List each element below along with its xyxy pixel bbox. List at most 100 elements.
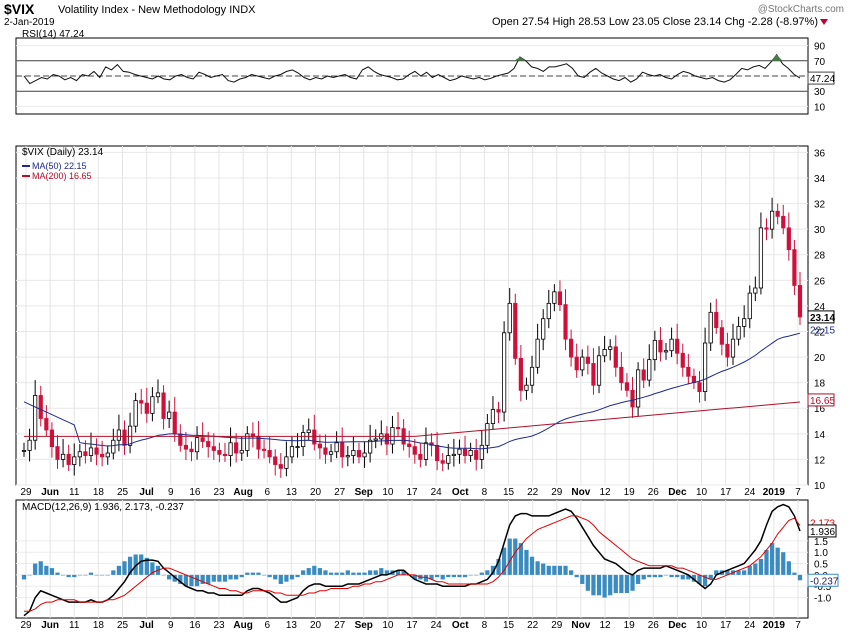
candle-body	[747, 292, 752, 320]
macd-histogram-bar	[289, 574, 295, 580]
macd-histogram-bar	[100, 574, 105, 576]
price-x-label: Aug	[233, 487, 252, 498]
ohlc-readout: Open 27.54 High 28.53 Low 23.05 Close 23…	[492, 16, 818, 28]
candle-body	[122, 429, 127, 446]
ma200-legend: MA(200) 16.65	[32, 171, 92, 181]
rsi-line	[23, 53, 801, 85]
candle-body	[111, 439, 116, 454]
candle-body	[529, 366, 535, 386]
candle-body	[368, 439, 373, 454]
candle-body	[407, 443, 412, 448]
macd-line	[23, 503, 801, 617]
candle-body	[167, 411, 172, 419]
candle-body	[730, 338, 736, 358]
candle-body	[714, 311, 719, 329]
macd-histogram-bar	[150, 562, 155, 575]
macd-histogram-bar	[658, 574, 663, 578]
macd-histogram-bar	[435, 574, 440, 578]
price-x-label: 23	[213, 487, 225, 498]
macd-x-label: 7	[795, 620, 801, 631]
macd-histogram-bar	[323, 570, 328, 575]
candle-body	[77, 451, 82, 458]
macd-histogram-bar	[194, 574, 200, 587]
macd-value-label: 1.936	[810, 527, 835, 538]
macd-histogram-bar	[38, 561, 43, 575]
candle-body	[161, 392, 166, 419]
price-x-label: 18	[93, 487, 105, 498]
macd-histogram-bar	[479, 572, 484, 575]
price-x-label: 13	[286, 487, 298, 498]
macd-histogram-bar	[635, 574, 641, 584]
candle-body	[189, 448, 194, 453]
macd-x-label: 16	[189, 620, 201, 631]
macd-histogram-bar	[468, 574, 473, 576]
macd-histogram-bar	[792, 572, 797, 575]
macd-histogram-bar	[490, 565, 496, 575]
chg-value: -2.28 (-8.97%)	[747, 16, 818, 28]
candle-body	[440, 460, 445, 464]
candle-body	[423, 442, 429, 460]
macd-histogram-bar	[496, 559, 501, 575]
macd-histogram-bar	[295, 574, 300, 578]
rsi-title: RSI(14) 47.24	[22, 29, 85, 40]
macd-x-label: Sep	[355, 620, 373, 631]
candle-body	[384, 433, 389, 445]
macd-histogram-bar	[88, 572, 94, 575]
candle-body	[613, 346, 618, 368]
candle-body	[518, 357, 523, 391]
candle-body	[468, 450, 473, 456]
close-label: Close	[662, 16, 691, 28]
close-value-label: 23.14	[810, 313, 835, 324]
macd-histogram-bar	[172, 574, 177, 582]
macd-histogram-bar	[49, 568, 55, 575]
candle-body	[663, 350, 669, 353]
macd-histogram-bar	[518, 543, 523, 575]
macd-x-label: Oct	[452, 620, 469, 631]
candle-body	[485, 423, 490, 446]
open-label: Open	[491, 16, 519, 28]
macd-x-label: Jul	[139, 620, 154, 631]
candle-body	[585, 356, 590, 364]
candle-body	[211, 446, 216, 451]
macd-histogram-bar	[591, 574, 596, 596]
macd-x-label: 17	[406, 620, 418, 631]
high-label: High	[552, 16, 576, 28]
macd-histogram-bar	[44, 565, 49, 575]
macd-histogram-bar	[663, 574, 669, 576]
price-x-label: 10	[382, 487, 394, 498]
macd-histogram-bar	[580, 574, 585, 584]
candle-body	[457, 448, 462, 455]
macd-x-label: 22	[527, 620, 539, 631]
candle-body	[490, 409, 496, 424]
macd-histogram-bar	[373, 570, 378, 575]
macd-x-label: 20	[310, 620, 322, 631]
macd-histogram-bar	[513, 538, 518, 575]
price-tick-label: 18	[814, 379, 826, 390]
macd-histogram-bar	[362, 572, 367, 575]
candle-body	[194, 437, 200, 453]
candle-body	[697, 382, 702, 393]
candle-body	[83, 451, 88, 456]
macd-x-label: 2019	[763, 620, 786, 631]
macd-histogram-bar	[72, 574, 77, 578]
macd-histogram-bar	[546, 565, 551, 575]
macd-histogram-bar	[462, 574, 468, 578]
rsi-tick-label: 10	[814, 102, 826, 113]
macd-x-label: 24	[431, 620, 443, 631]
price-tick-label: 24	[814, 302, 826, 313]
candle-body	[94, 447, 99, 455]
rsi-tick-label: 70	[814, 57, 826, 68]
candle-body	[21, 450, 27, 452]
candle-body	[139, 400, 144, 404]
candle-body	[418, 453, 423, 460]
low-value: 23.05	[632, 16, 660, 28]
macd-histogram-bar	[206, 574, 211, 584]
macd-histogram-bar	[261, 574, 267, 576]
macd-histogram-bar	[94, 574, 99, 576]
price-x-label: 12	[599, 487, 611, 498]
candle-body	[507, 302, 512, 334]
price-tick-label: 36	[814, 148, 826, 159]
macd-histogram-bar	[568, 570, 574, 575]
candle-body	[323, 447, 328, 455]
price-x-label: 7	[795, 487, 801, 498]
